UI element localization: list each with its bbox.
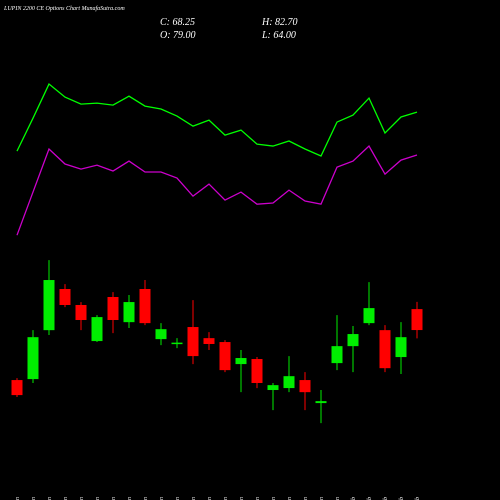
x-tick-label: 29 Jan <box>303 497 309 500</box>
summary-low: L: 64.00 <box>261 30 296 41</box>
candle-body <box>107 296 119 321</box>
x-tick-label: 17 Jan <box>175 497 181 500</box>
chart-title: LUPIN 2200 CE Options Chart MunafaSutra.… <box>3 5 125 12</box>
candle-body <box>11 380 23 396</box>
candle-body <box>59 289 71 305</box>
x-tick-label: 04 Feb <box>366 497 373 500</box>
x-tick-label: 16 Jan <box>159 497 165 500</box>
candle-body <box>363 308 375 324</box>
candle-body <box>267 385 279 391</box>
x-tick-label: 10 Jan <box>95 497 101 500</box>
candle-body <box>331 346 343 364</box>
x-tick-label: 23 Jan <box>239 497 245 500</box>
x-tick-label: 22 Jan <box>223 497 229 500</box>
candle-body <box>171 342 183 345</box>
x-tick-label: 06 Jan <box>31 497 37 500</box>
candle-body <box>219 342 231 371</box>
x-tick-label: 21 Jan <box>207 497 213 500</box>
candle-body <box>395 337 407 358</box>
candle-body <box>379 330 391 369</box>
candle-body <box>411 309 423 331</box>
candle-body <box>187 327 199 357</box>
summary-close: C: 68.25 <box>160 17 195 28</box>
candle-body <box>123 302 135 323</box>
x-tick-label: 05 Feb <box>383 497 389 500</box>
candle-body <box>155 329 167 340</box>
x-tick-label: 31 Jan <box>335 497 341 500</box>
x-tick-label: 20 Jan <box>191 497 197 500</box>
candle-body <box>283 376 295 389</box>
indicator-line <box>16 83 418 157</box>
candle-body <box>43 280 55 331</box>
candle-body <box>91 317 103 342</box>
candle-body <box>203 338 215 344</box>
x-tick-label: 30 Jan <box>319 497 325 500</box>
x-tick-label: 15 Jan <box>143 497 149 500</box>
summary-high: H: 82.70 <box>261 17 298 28</box>
x-tick-label: 08 Jan <box>63 497 69 500</box>
x-tick-label: 07 Feb <box>415 497 421 500</box>
indicator-line <box>16 145 418 236</box>
x-tick-label: 13 Jan <box>111 497 117 500</box>
candle-body <box>75 304 87 321</box>
candle-body <box>27 337 39 380</box>
x-tick-label: 03 Jan <box>15 497 21 500</box>
x-tick-label: 07 Jan <box>47 497 53 500</box>
x-tick-label: 28 Jan <box>287 497 293 500</box>
x-tick-label: 24 Jan <box>254 497 261 500</box>
candle-body <box>235 358 247 365</box>
x-tick-label: 14 Jan <box>126 497 133 500</box>
x-tick-label: 06 Feb <box>399 497 405 500</box>
candle-body <box>347 334 359 347</box>
x-tick-label: 03 Feb <box>351 497 357 500</box>
candle-body <box>299 380 311 393</box>
candle-body <box>251 359 263 383</box>
summary-open: O: 79.00 <box>160 30 196 41</box>
x-tick-label: 27 Jan <box>271 497 277 500</box>
x-tick-label: 09 Jan <box>79 497 85 500</box>
candle-body <box>139 289 151 324</box>
candle-body <box>315 401 327 404</box>
